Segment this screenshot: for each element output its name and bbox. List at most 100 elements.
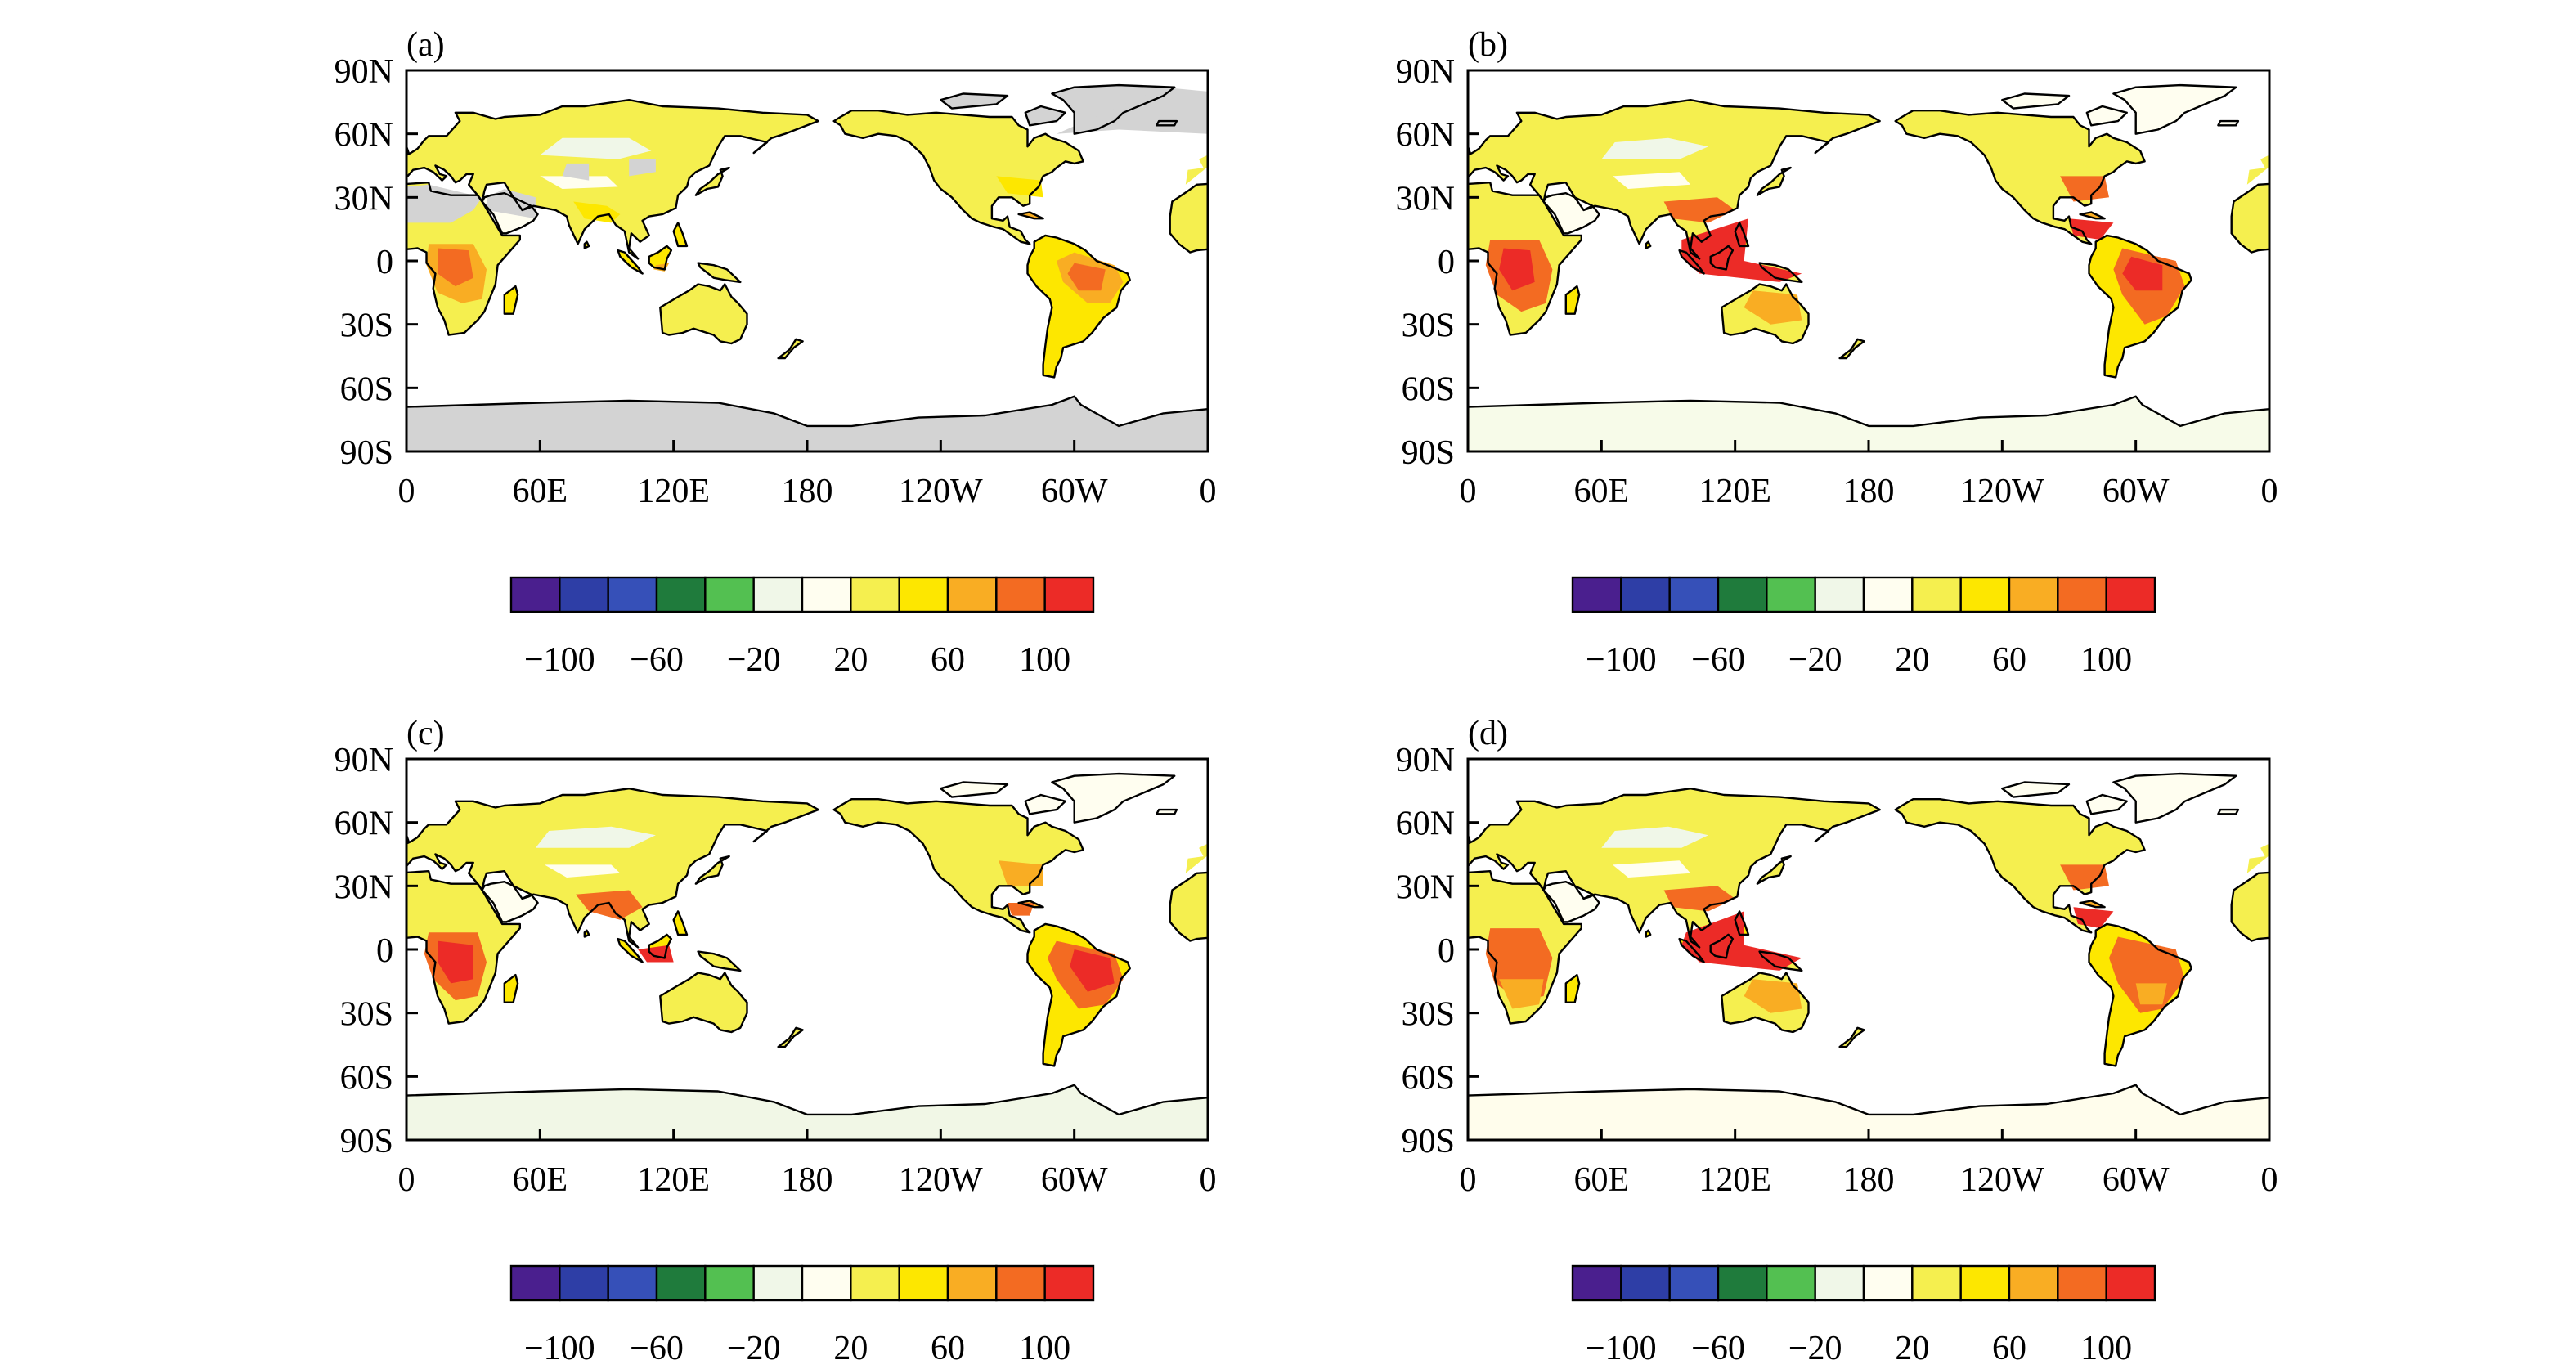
coastline-eurasia [406, 788, 819, 949]
coastline-cuba [2079, 211, 2106, 220]
coastline-baffin [2085, 793, 2128, 815]
land-arctic_is [940, 93, 1008, 109]
coastline-philippines [1734, 910, 1750, 936]
coastline-newguinea [697, 950, 742, 972]
coastline-s_america [2088, 922, 2192, 1067]
coastline-s_america [1026, 234, 1131, 379]
coastline-srilanka [1645, 929, 1652, 938]
coastline-greenland [1051, 772, 1176, 824]
colorbar-swatch [559, 1264, 609, 1302]
missing-region [1056, 87, 1208, 134]
colorbar-swatch [898, 576, 949, 613]
colorbar-tick-label: −100 [1586, 1330, 1657, 1367]
lat-tick-label: 90S [1402, 434, 1455, 472]
colorbar-tick-label: 100 [2080, 641, 2132, 679]
land-n_america [833, 110, 1084, 245]
colorbar-swatch [1814, 576, 1865, 613]
coastline-uk [406, 833, 410, 843]
land-japan [695, 168, 729, 195]
land-australia [660, 972, 747, 1032]
anomaly-region [1744, 979, 1802, 1013]
colorbar: −100 −60 −20 20 60 100 [1571, 576, 2156, 679]
anomaly-region [2135, 983, 2167, 1005]
anomaly-region [438, 940, 473, 984]
lon-tick-label: 60E [513, 473, 568, 510]
coastline-borneo [1709, 933, 1735, 959]
coastline-japan [694, 166, 730, 196]
land-greenland [2113, 85, 2237, 134]
lon-tick-label: 120E [1699, 473, 1771, 510]
anomaly-region [438, 248, 473, 287]
lat-tick-label: 90S [340, 434, 393, 472]
land-japan [1757, 168, 1791, 195]
coastline-greenland [2112, 772, 2237, 824]
colorbar-tick-label: 20 [1895, 1330, 1929, 1367]
coastline-borneo [648, 245, 673, 271]
coastline-cuba [1017, 211, 1044, 220]
colorbar-swatch [995, 576, 1046, 613]
lat-tick-label: 90N [1396, 53, 1455, 91]
anomaly-region [1744, 290, 1802, 325]
land-newguinea [698, 951, 741, 971]
land-europe-wrap [1185, 155, 1208, 185]
colorbar-swatch [1717, 1264, 1768, 1302]
colorbar-swatch [2008, 1264, 2059, 1302]
lon-tick-label: 60E [513, 1161, 568, 1199]
colorbar-swatch [995, 1264, 1046, 1302]
colorbar-swatch [607, 576, 658, 613]
coastline-baffin [1024, 793, 1066, 815]
colorbar-tick-label: 20 [1895, 641, 1929, 679]
coastline-eurasia [406, 99, 819, 260]
coastline-cuba [1017, 900, 1044, 909]
coastline-madagascar [503, 285, 519, 315]
colorbar-swatch [655, 1264, 707, 1302]
coastline-nz [1838, 1026, 1865, 1048]
colorbar-swatch [1959, 1264, 2011, 1302]
colorbar-swatch [1862, 1264, 1914, 1302]
lon-tick-label: 120W [1960, 473, 2044, 510]
coastline-n_america [1894, 110, 2146, 245]
lat-tick-label: 60N [1396, 117, 1455, 155]
colorbar-swatch [655, 576, 707, 613]
coastline-arabia [1542, 880, 1600, 923]
lat-tick-label: 30S [340, 996, 393, 1034]
coastline-arctic_is [940, 92, 1009, 110]
coastline-borneo [648, 933, 673, 959]
coastline-nz [777, 1026, 804, 1048]
colorbar-tick-label: −20 [1788, 641, 1842, 679]
lat-tick-label: 0 [1438, 244, 1455, 281]
anomaly-region [2060, 176, 2109, 202]
lat-tick-label: 0 [376, 244, 393, 281]
lon-tick-label: 120W [899, 473, 983, 510]
coastline-srilanka [583, 240, 590, 249]
lon-tick-label: 0 [1200, 1161, 1217, 1199]
land-australia [660, 284, 747, 343]
anomaly-region [1499, 979, 1544, 1009]
coastline-uk [1468, 833, 1471, 843]
coastline-arabia [481, 191, 539, 235]
coastline-iceland [1156, 808, 1178, 815]
colorbar-tick-label: 20 [833, 1330, 868, 1367]
anomaly-region [2060, 864, 2109, 891]
land-arabia [1543, 882, 1600, 922]
lon-tick-label: 180 [782, 473, 833, 510]
coastline-australia [659, 283, 748, 345]
colorbar-swatch [1766, 1264, 1816, 1302]
land-n_america [833, 799, 1084, 933]
colorbar-swatch [1571, 576, 1622, 613]
coastline-arabia [1542, 191, 1600, 235]
colorbar-swatch [1862, 576, 1914, 613]
coastline-australia [1721, 972, 1810, 1034]
colorbar-tick-label: −20 [1788, 1330, 1842, 1367]
coastline-nz [1838, 338, 1865, 360]
panel-label: (a) [406, 26, 445, 64]
coastline-newguinea [1758, 262, 1803, 284]
land-arctic_is [2002, 93, 2069, 109]
colorbar-swatch [2057, 1264, 2107, 1302]
anomaly-region [575, 890, 643, 920]
lon-tick-label: 0 [1200, 473, 1217, 510]
colorbar-tick-label: −60 [630, 641, 684, 679]
coastline-japan [694, 855, 730, 885]
land-arabia [482, 882, 538, 922]
